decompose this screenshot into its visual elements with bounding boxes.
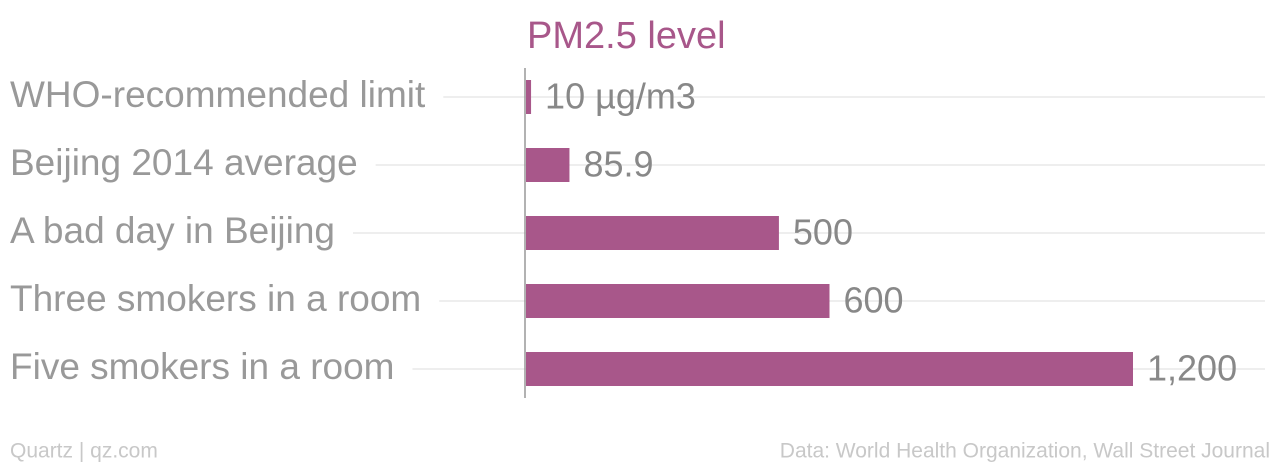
bar (526, 216, 779, 250)
bar (526, 284, 830, 318)
value-label: 500 (793, 212, 853, 253)
source-right: Data: World Health Organization, Wall St… (780, 440, 1270, 463)
source-left: Quartz | qz.com (10, 440, 158, 463)
chart-title: PM2.5 level (527, 15, 726, 57)
bar (526, 352, 1133, 386)
value-label: 600 (844, 280, 904, 321)
bar (526, 148, 570, 182)
value-label: 10 µg/m3 (545, 76, 696, 117)
value-label: 85.9 (583, 144, 653, 185)
y-tick-label: WHO-recommended limit (10, 74, 426, 115)
y-tick-label: Beijing 2014 average (10, 142, 358, 183)
y-tick-label: Three smokers in a room (10, 278, 421, 319)
value-label: 1,200 (1147, 348, 1237, 389)
bar (526, 80, 532, 114)
y-tick-label: A bad day in Beijing (10, 210, 335, 251)
y-tick-label: Five smokers in a room (10, 346, 395, 387)
